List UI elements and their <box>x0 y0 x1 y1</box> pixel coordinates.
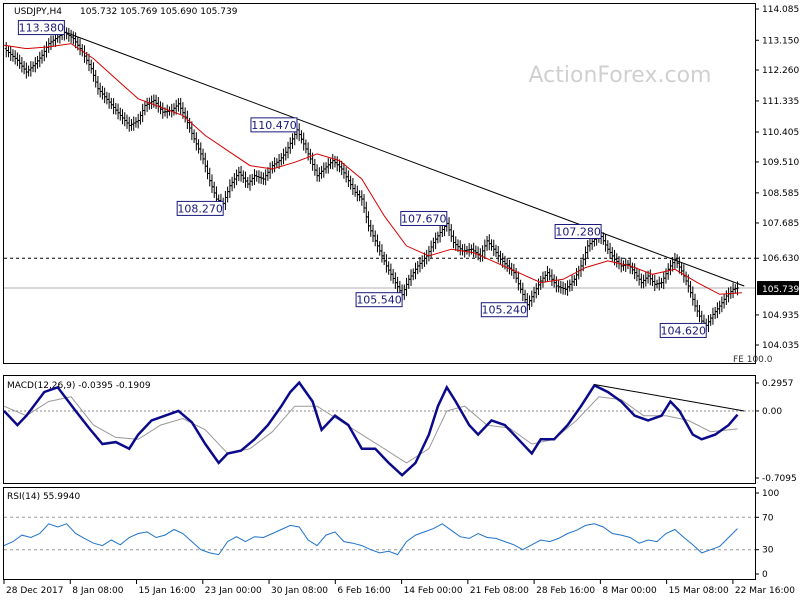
x-tick-label: 28 Feb 16:00 <box>536 586 595 596</box>
rsi-header: RSI(14) 55.9940 <box>7 492 80 502</box>
rsi-y-tick-label: 30 <box>762 546 774 556</box>
price-annotation-box <box>17 20 65 36</box>
price-layer: 113.380 110.470 108.270 107.670 107.280 105.5… <box>3 20 773 365</box>
watermark: ActionForex.com <box>529 63 712 88</box>
x-tick-label: 15 Jan 16:00 <box>139 586 196 596</box>
x-tick-label: 15 Mar 08:00 <box>669 586 729 596</box>
price-annotation-label: 104.620 <box>660 324 706 337</box>
x-tick-label: 8 Jan 08:00 <box>72 586 124 596</box>
price-y-tick-label: 109.510 <box>762 158 799 168</box>
rsi-line <box>3 523 738 556</box>
macd-y-tick-label: -0.7095 <box>762 474 797 484</box>
macd-signal-line <box>3 396 738 464</box>
price-trendline <box>59 29 745 287</box>
price-y-tick-label: 104.935 <box>762 311 799 321</box>
price-y-tick-label: 108.585 <box>762 189 799 199</box>
macd-trendline <box>594 383 745 412</box>
rsi-y-tick-label: 0 <box>762 570 768 580</box>
price-annotation-box <box>355 292 403 308</box>
price-y-tick-label: 110.405 <box>762 128 799 138</box>
price-annotation-label: 110.470 <box>251 119 297 132</box>
price-y-tick-label: 113.150 <box>762 36 799 46</box>
price-annotation-box <box>480 302 528 318</box>
price-annotation-box <box>250 117 298 133</box>
macd-panel <box>3 375 756 484</box>
price-y-tick-label: 112.260 <box>762 66 799 76</box>
rsi-panel <box>3 487 756 580</box>
macd-y-tick-label: 0.00 <box>762 407 782 417</box>
x-tick-label: 6 Feb 16:00 <box>337 586 391 596</box>
price-annotation-box <box>554 224 602 240</box>
price-header-symbol: USDJPY,H4 <box>14 7 62 17</box>
price-y-tick-label: 106.630 <box>762 254 799 264</box>
x-tick-label: 28 Dec 2017 <box>6 586 64 596</box>
macd-layer <box>3 380 755 477</box>
price-annotation-label: 105.240 <box>482 304 528 317</box>
x-tick-label: 22 Mar 16:00 <box>735 586 795 596</box>
fib-extension-label: FE 100.0 <box>733 355 773 365</box>
current-price-tag <box>757 281 799 296</box>
rsi-y-tick-label: 70 <box>762 513 774 523</box>
price-y-tick-label: 107.685 <box>762 219 799 229</box>
price-annotation-label: 105.540 <box>356 294 402 307</box>
price-header-ohlc: 105.732 105.769 105.690 105.739 <box>80 7 238 17</box>
x-tick-label: 23 Jan 00:00 <box>205 586 262 596</box>
macd-line <box>3 380 739 477</box>
x-tick-label: 21 Feb 08:00 <box>470 586 529 596</box>
price-annotation-label: 107.670 <box>401 212 447 225</box>
axis-layer: 114.085 113.150 112.260 111.335 110.405 109.5… <box>3 5 799 596</box>
price-annotation-label: 108.270 <box>177 202 223 215</box>
price-annotation-box <box>176 200 224 216</box>
price-y-tick-label: 114.085 <box>762 5 799 15</box>
current-price-label: 105.739 <box>762 285 799 295</box>
price-y-tick-label: 111.335 <box>762 97 799 107</box>
macd-y-tick-label: 0.2957 <box>762 379 794 389</box>
price-annotation-box <box>400 210 448 226</box>
price-annotation-label: 113.380 <box>19 22 65 35</box>
moving-average-line <box>3 43 743 295</box>
price-panel <box>3 3 756 364</box>
price-annotation-box <box>659 322 707 338</box>
price-annotation-label: 107.280 <box>555 226 601 239</box>
price-y-tick-label: 104.035 <box>762 341 799 351</box>
x-tick-label: 14 Feb 00:00 <box>404 586 463 596</box>
x-tick-label: 30 Jan 08:00 <box>271 586 328 596</box>
rsi-y-tick-label: 100 <box>762 489 779 499</box>
rsi-layer <box>3 516 755 556</box>
x-tick-label: 8 Mar 00:00 <box>602 586 657 596</box>
macd-header: MACD(12,26,9) -0.0395 -0.1909 <box>7 381 151 391</box>
